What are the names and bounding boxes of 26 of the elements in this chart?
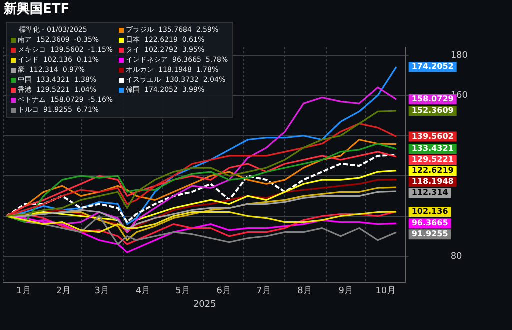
x-tick-label: 2月: [56, 286, 72, 296]
x-tick-label: 4月: [136, 286, 151, 296]
x-axis-title: 2025: [193, 300, 216, 310]
y-tick-label: 80: [450, 252, 463, 262]
x-tick-label: 6月: [216, 286, 232, 296]
x-tick-label: 3月: [94, 286, 110, 296]
data-label: 133.4321: [412, 144, 454, 154]
x-tick-label: 1月: [16, 286, 32, 296]
data-label: 112.314: [412, 188, 449, 198]
chart-title: 新興国ETF: [4, 2, 70, 18]
data-label: 118.1948: [412, 177, 454, 186]
x-tick-label: 9月: [338, 286, 354, 296]
data-label: 96.3665: [412, 218, 449, 228]
x-tick-label: 7月: [256, 286, 272, 296]
data-label: 102.136: [412, 207, 449, 216]
data-label: 152.3609: [412, 106, 454, 116]
x-tick-label: 10月: [376, 286, 396, 296]
x-tick-label: 5月: [176, 286, 190, 296]
x-tick-label: 8月: [298, 286, 312, 296]
data-label: 129.5221: [412, 155, 454, 164]
data-label: 158.0729: [412, 94, 454, 104]
data-label: 174.2052: [412, 62, 454, 72]
data-label: 139.5602: [412, 132, 454, 141]
data-label: 122.6219: [412, 166, 454, 176]
y-tick-label: 180: [450, 50, 468, 61]
data-label: 91.9255: [412, 230, 449, 239]
